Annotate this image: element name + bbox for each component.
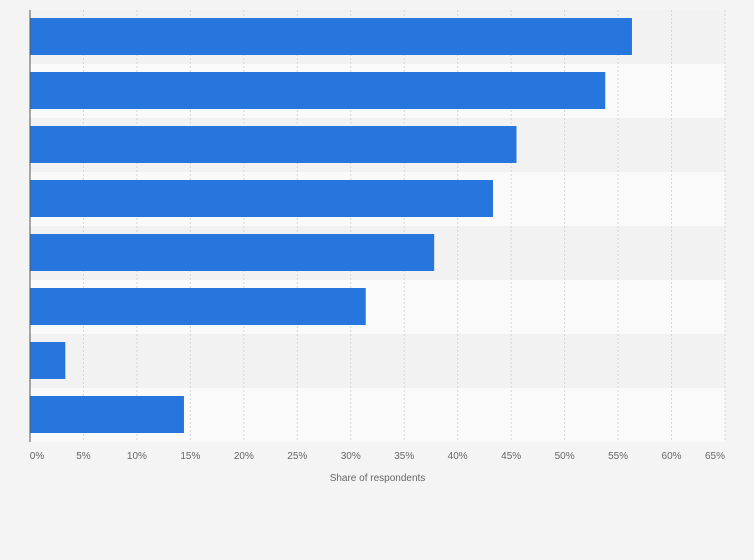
x-tick-label: 65% (705, 451, 725, 462)
bar (30, 396, 184, 433)
x-tick-label: 55% (608, 451, 628, 462)
row-band (30, 334, 725, 388)
x-tick-label: 10% (127, 451, 147, 462)
x-tick-label: 5% (76, 451, 91, 462)
x-tick-label: 30% (341, 451, 361, 462)
bar (30, 180, 493, 217)
x-tick-label: 60% (662, 451, 682, 462)
bar (30, 126, 517, 163)
x-tick-label: 50% (555, 451, 575, 462)
x-tick-label: 45% (501, 451, 521, 462)
x-tick-label: 0% (30, 451, 45, 462)
x-axis-ticks: 0% 5% 10% 15% 20% 25% 30% 35% 40% 45% 50% 55% 60% 65% (30, 451, 725, 462)
bar (30, 234, 435, 271)
x-tick-label: 25% (287, 451, 307, 462)
bar (30, 18, 632, 55)
bar (30, 342, 66, 379)
x-tick-label: 35% (394, 451, 414, 462)
bar (30, 288, 366, 325)
bar (30, 72, 606, 109)
x-tick-label: 20% (234, 451, 254, 462)
x-tick-label: 40% (448, 451, 468, 462)
x-axis-title: Share of respondents (330, 473, 426, 484)
bars (30, 18, 632, 433)
x-tick-label: 15% (180, 451, 200, 462)
